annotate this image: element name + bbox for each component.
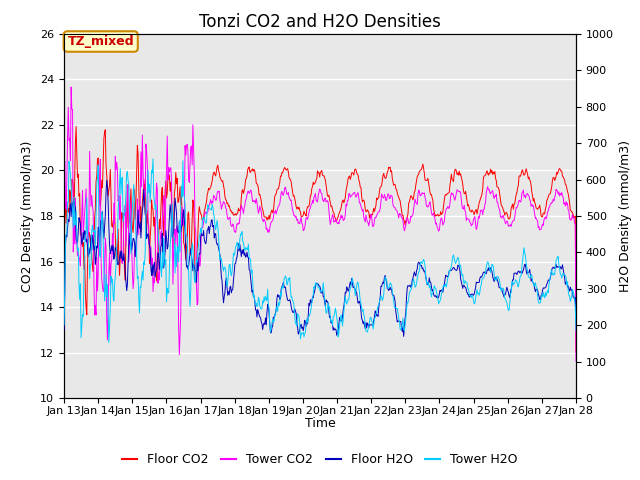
Y-axis label: CO2 Density (mmol/m3): CO2 Density (mmol/m3) bbox=[22, 140, 35, 292]
Title: Tonzi CO2 and H2O Densities: Tonzi CO2 and H2O Densities bbox=[199, 12, 441, 31]
Legend: Floor CO2, Tower CO2, Floor H2O, Tower H2O: Floor CO2, Tower CO2, Floor H2O, Tower H… bbox=[117, 448, 523, 471]
Text: TZ_mixed: TZ_mixed bbox=[67, 35, 134, 48]
X-axis label: Time: Time bbox=[305, 418, 335, 431]
Y-axis label: H2O Density (mmol/m3): H2O Density (mmol/m3) bbox=[620, 140, 632, 292]
